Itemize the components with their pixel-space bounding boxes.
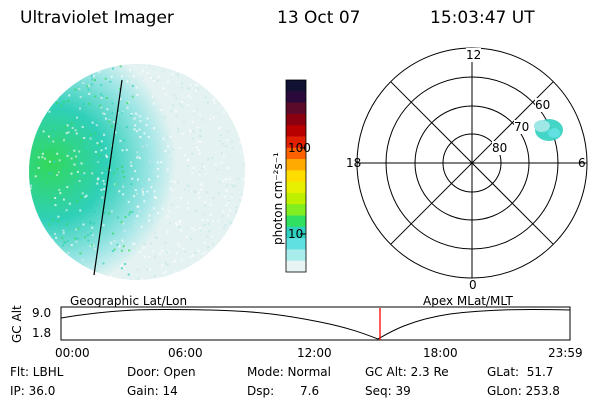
door-info: Door: Open — [127, 365, 196, 379]
mlt-label-0: 0 — [469, 278, 477, 292]
apex-label: Apex MLat/MLT — [423, 294, 513, 308]
gc-alt-info: GC Alt: 2.3 Re — [365, 365, 449, 379]
polar-plot — [356, 47, 588, 279]
mode-info: Mode: Normal — [247, 365, 331, 379]
timeline-xtick-1200: 12:00 — [297, 346, 332, 360]
timeline-ytick-9: 9.0 — [32, 306, 52, 320]
timeline-xtick-0000: 00:00 — [55, 346, 90, 360]
timeline-xtick-0600: 06:00 — [168, 346, 203, 360]
glat-info: GLat: 51.7 — [487, 365, 554, 379]
dsp-value: 7.6 — [300, 384, 320, 398]
timeline-ytick-1.8: 1.8 — [32, 326, 52, 340]
lat-label-70: 70 — [514, 120, 530, 134]
timeline-xtick-2359: 23:59 — [548, 346, 583, 360]
image-time: 15:03:47 UT — [430, 8, 535, 28]
colorbar-tick-100: 100 — [288, 141, 311, 155]
ip-info: IP: 36.0 — [10, 384, 56, 398]
geographic-label: Geographic Lat/Lon — [70, 294, 188, 308]
mlt-label-6: 6 — [578, 156, 586, 170]
image-date: 13 Oct 07 — [277, 8, 361, 28]
timeline-axis-label: GC Alt — [10, 305, 24, 343]
geographic-image — [29, 64, 245, 280]
terminator-line — [93, 79, 123, 276]
colorbar-tick-10: 10 — [288, 227, 304, 241]
lat-label-80: 80 — [492, 141, 508, 155]
glon-info: GLon: 253.8 — [487, 384, 560, 398]
colorbar — [285, 79, 307, 273]
dsp-label: Dsp: — [247, 384, 275, 398]
filter-info: Flt: LBHL — [10, 365, 64, 379]
lat-label-60: 60 — [535, 98, 551, 112]
gain-info: Gain: 14 — [127, 384, 178, 398]
timeline-xtick-1800: 18:00 — [423, 346, 458, 360]
auroral-oval-patch — [534, 119, 563, 141]
mlt-label-12: 12 — [466, 48, 482, 62]
colorbar-unit-label: photon cm⁻²s⁻¹ — [271, 152, 285, 245]
mlt-label-18: 18 — [346, 156, 362, 170]
altitude-curve — [60, 308, 571, 340]
instrument-title: Ultraviolet Imager — [20, 8, 174, 28]
altitude-timeline — [60, 306, 571, 341]
seq-info: Seq: 39 — [365, 384, 411, 398]
